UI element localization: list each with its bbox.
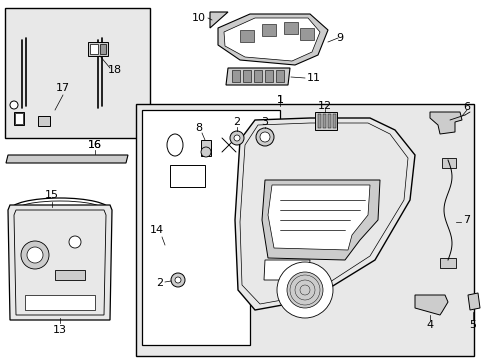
Bar <box>88 42 108 56</box>
Text: 16: 16 <box>88 140 102 150</box>
Polygon shape <box>55 270 85 280</box>
Text: 6: 6 <box>463 102 469 112</box>
Circle shape <box>27 247 43 263</box>
Text: 15: 15 <box>45 190 59 200</box>
Bar <box>240 30 253 42</box>
Text: 13: 13 <box>53 325 67 335</box>
Circle shape <box>229 131 244 145</box>
Bar <box>299 28 313 40</box>
Circle shape <box>69 236 81 248</box>
Text: 10: 10 <box>192 13 205 23</box>
Text: 9: 9 <box>336 33 343 43</box>
Circle shape <box>276 262 332 318</box>
Bar <box>136 104 473 356</box>
Text: 1: 1 <box>276 95 283 105</box>
Bar <box>253 70 262 82</box>
Polygon shape <box>209 12 227 28</box>
Bar <box>243 70 250 82</box>
Polygon shape <box>429 112 461 134</box>
Polygon shape <box>218 14 327 65</box>
Polygon shape <box>235 118 414 310</box>
Circle shape <box>175 277 181 283</box>
Circle shape <box>256 128 273 146</box>
Polygon shape <box>262 180 379 260</box>
Bar <box>264 70 272 82</box>
Bar <box>284 22 297 34</box>
Text: 4: 4 <box>426 320 433 330</box>
Polygon shape <box>264 260 309 280</box>
Text: 12: 12 <box>317 101 331 111</box>
Bar <box>275 70 284 82</box>
Polygon shape <box>225 68 289 85</box>
Circle shape <box>286 272 323 308</box>
Bar <box>201 140 210 156</box>
Circle shape <box>201 147 210 157</box>
Circle shape <box>260 132 269 142</box>
Polygon shape <box>25 295 95 310</box>
Text: 2: 2 <box>233 117 240 127</box>
Text: 14: 14 <box>150 225 164 235</box>
Circle shape <box>21 241 49 269</box>
Text: 16: 16 <box>88 140 102 150</box>
Bar <box>317 114 320 128</box>
Polygon shape <box>8 205 112 320</box>
Polygon shape <box>414 295 447 315</box>
Bar <box>231 70 240 82</box>
Polygon shape <box>467 293 479 310</box>
Text: 18: 18 <box>108 65 122 75</box>
Bar <box>327 114 330 128</box>
Polygon shape <box>14 112 24 125</box>
Bar <box>332 114 335 128</box>
Text: 1: 1 <box>276 95 283 105</box>
Bar <box>323 114 325 128</box>
Bar <box>170 165 204 187</box>
Text: 2: 2 <box>156 278 163 288</box>
Ellipse shape <box>167 134 183 156</box>
Text: 8: 8 <box>195 123 202 133</box>
Text: 3: 3 <box>261 117 268 127</box>
Polygon shape <box>224 18 319 61</box>
Polygon shape <box>6 155 128 163</box>
Text: 5: 5 <box>468 320 475 330</box>
Polygon shape <box>38 116 50 126</box>
Bar <box>100 44 106 54</box>
Text: 7: 7 <box>462 215 469 225</box>
Text: 17: 17 <box>56 83 70 93</box>
Polygon shape <box>142 110 280 345</box>
Circle shape <box>10 101 18 109</box>
Bar <box>262 24 275 36</box>
Bar <box>441 158 455 168</box>
Circle shape <box>234 135 240 141</box>
Circle shape <box>171 273 184 287</box>
Text: 11: 11 <box>306 73 320 83</box>
Polygon shape <box>15 113 23 124</box>
Bar <box>90 44 98 54</box>
Bar <box>5 8 150 138</box>
Bar <box>439 258 455 268</box>
Bar <box>314 112 336 130</box>
Polygon shape <box>267 185 369 250</box>
